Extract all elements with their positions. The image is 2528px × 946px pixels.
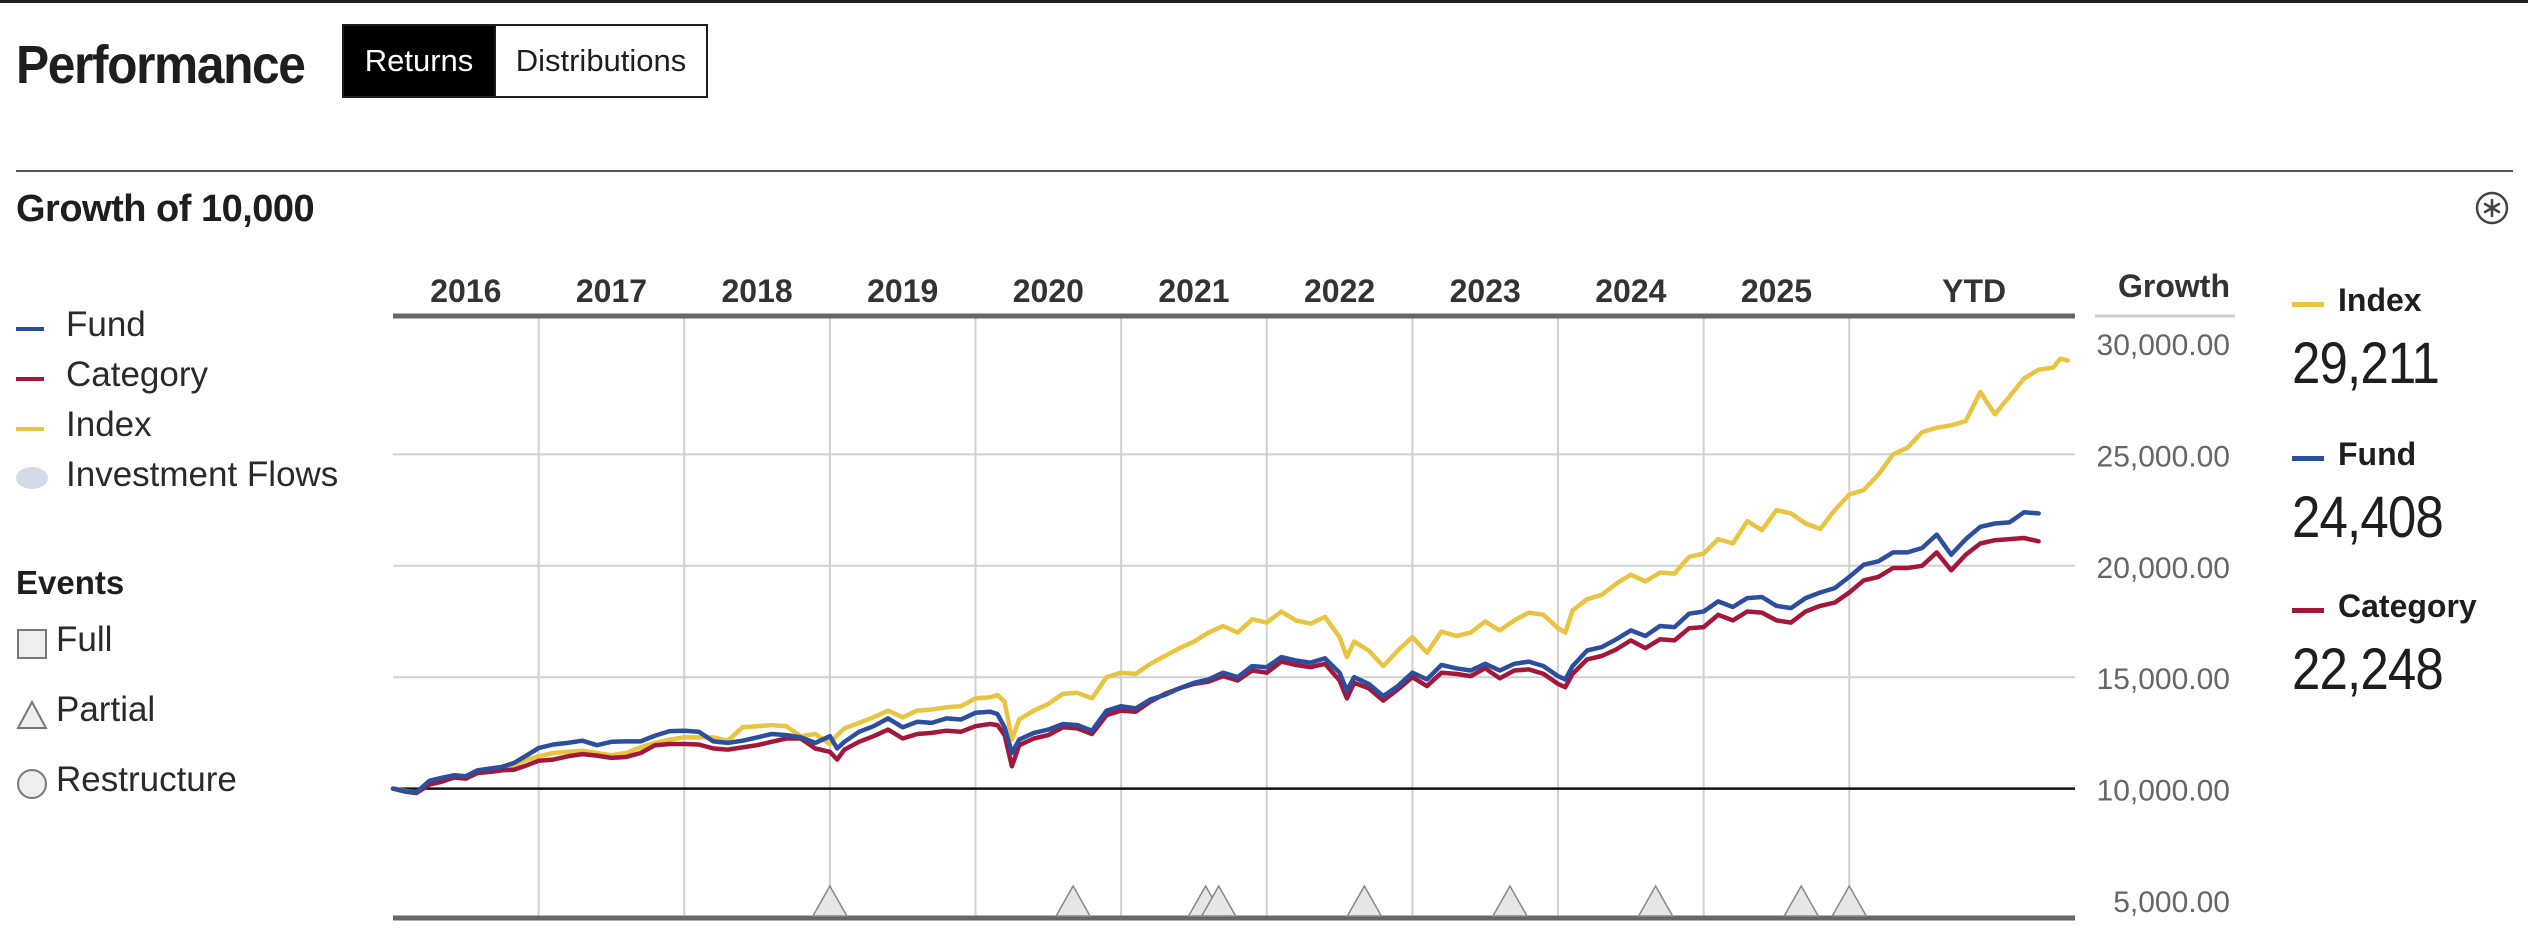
y-axis-title: Growth [2118,268,2230,304]
series-line-index [390,356,2070,795]
event-partial-marker [811,884,849,917]
event-label: Partial [56,690,156,729]
legend-label: Fund [66,305,146,344]
triangle-icon [16,700,48,729]
view-tabs: Returns Distributions [342,24,708,98]
legend-line-icon [16,327,44,331]
x-tick-label: 2021 [1158,273,1229,309]
tab-distributions[interactable]: Distributions [494,26,706,96]
x-tick-label: 2019 [867,273,938,309]
x-tick-label: 2025 [1741,273,1812,309]
legend-label: Category [66,355,209,394]
event-partial-marker [1054,884,1092,917]
x-tick-label: 2020 [1013,273,1084,309]
series-line-category [390,535,2041,796]
square-icon [17,629,47,659]
event-partial-marker [1782,884,1820,917]
summary-value-fund: 24,408 [2292,485,2444,550]
events-title: Events [16,564,125,601]
y-tick-label: 15,000.00 [2097,663,2230,696]
x-tick-label: 2018 [721,273,792,309]
legend-label: Index [66,405,152,444]
event-partial-marker [1637,884,1674,917]
legend-dot-icon [16,467,48,489]
summary-line-icon [2292,608,2324,613]
top-rule [0,0,2528,3]
y-tick-label: 5,000.00 [2113,886,2230,919]
y-tick-label: 10,000.00 [2097,775,2230,808]
event-label: Restructure [56,760,237,799]
circle-icon [17,769,47,799]
event-partial-marker [1491,884,1529,917]
page-title: Performance [16,35,306,95]
y-tick-label: 30,000.00 [2097,329,2230,362]
event-label: Full [56,620,113,659]
legend-label: Investment Flows [66,455,339,494]
summary-label-category: Category [2338,588,2477,624]
summary-value-category: 22,248 [2292,637,2444,702]
y-tick-label: 20,000.00 [2097,552,2230,585]
tab-returns[interactable]: Returns [344,26,494,96]
x-tick-label: 2024 [1595,273,1666,309]
summary-label-fund: Fund [2338,436,2417,472]
x-tick-label: 2022 [1304,273,1375,309]
x-tick-label: 2016 [430,273,501,309]
summary-line-icon [2292,302,2324,307]
event-partial-marker [1830,884,1868,917]
series-line-fund [390,510,2041,795]
y-tick-label: 25,000.00 [2097,440,2230,473]
summary-value-index: 29,211 [2292,331,2440,396]
asterisk-circle-icon[interactable] [2474,190,2510,226]
legend-line-icon [16,377,44,381]
event-partial-marker [1200,884,1237,917]
section-title: Growth of 10,000 [16,188,315,230]
x-tick-label: YTD [1942,273,2006,309]
x-tick-label: 2017 [576,273,647,309]
legend-line-icon [16,427,44,431]
section-divider [16,170,2513,172]
summary-line-icon [2292,456,2324,461]
x-tick-label: 2023 [1450,273,1521,309]
event-partial-marker [1346,884,1383,917]
summary-label-index: Index [2338,282,2422,318]
